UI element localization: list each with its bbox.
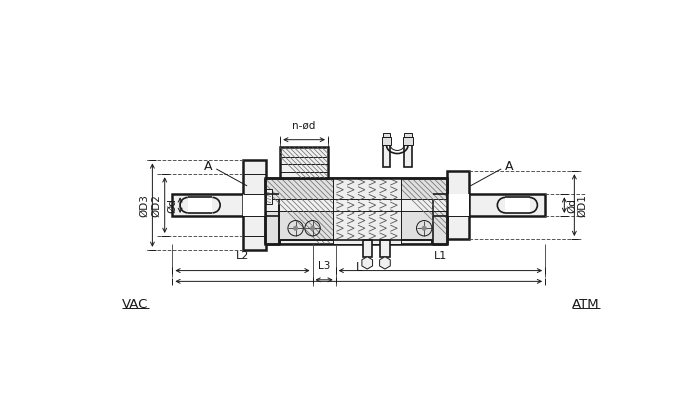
Text: ATM: ATM <box>572 298 600 311</box>
Bar <box>244 160 266 250</box>
Bar <box>265 199 447 211</box>
Circle shape <box>422 226 426 230</box>
Bar <box>447 171 469 239</box>
Bar <box>447 194 469 216</box>
Bar <box>383 133 391 138</box>
Text: Ød: Ød <box>167 198 177 213</box>
Bar <box>280 240 432 243</box>
Circle shape <box>293 226 298 230</box>
Bar <box>244 194 266 216</box>
Bar <box>404 145 412 167</box>
Text: L1: L1 <box>434 251 447 261</box>
Text: A: A <box>505 160 513 173</box>
Text: n-ød: n-ød <box>293 121 316 130</box>
Bar <box>449 194 545 216</box>
Bar <box>383 145 391 167</box>
Text: L3: L3 <box>318 260 330 271</box>
Bar <box>332 178 401 243</box>
Bar <box>505 197 530 213</box>
Polygon shape <box>362 257 372 269</box>
Bar <box>382 138 391 145</box>
Bar <box>172 194 265 216</box>
Bar <box>265 178 447 243</box>
Bar <box>265 189 272 204</box>
Text: ØD3: ØD3 <box>139 194 149 217</box>
Polygon shape <box>379 257 391 269</box>
Bar <box>188 197 213 213</box>
Text: L: L <box>356 261 362 274</box>
Text: ØD1: ØD1 <box>578 194 587 217</box>
Text: Ød: Ød <box>568 198 578 213</box>
Bar <box>280 147 328 178</box>
Bar <box>404 133 412 138</box>
Bar <box>363 240 372 257</box>
Bar <box>380 240 389 257</box>
Text: A: A <box>204 160 213 173</box>
Bar <box>403 138 413 145</box>
Bar <box>332 178 401 243</box>
Circle shape <box>310 226 315 230</box>
Text: ØD2: ØD2 <box>152 194 162 217</box>
Text: VAC: VAC <box>122 298 148 311</box>
Text: L2: L2 <box>236 251 249 261</box>
